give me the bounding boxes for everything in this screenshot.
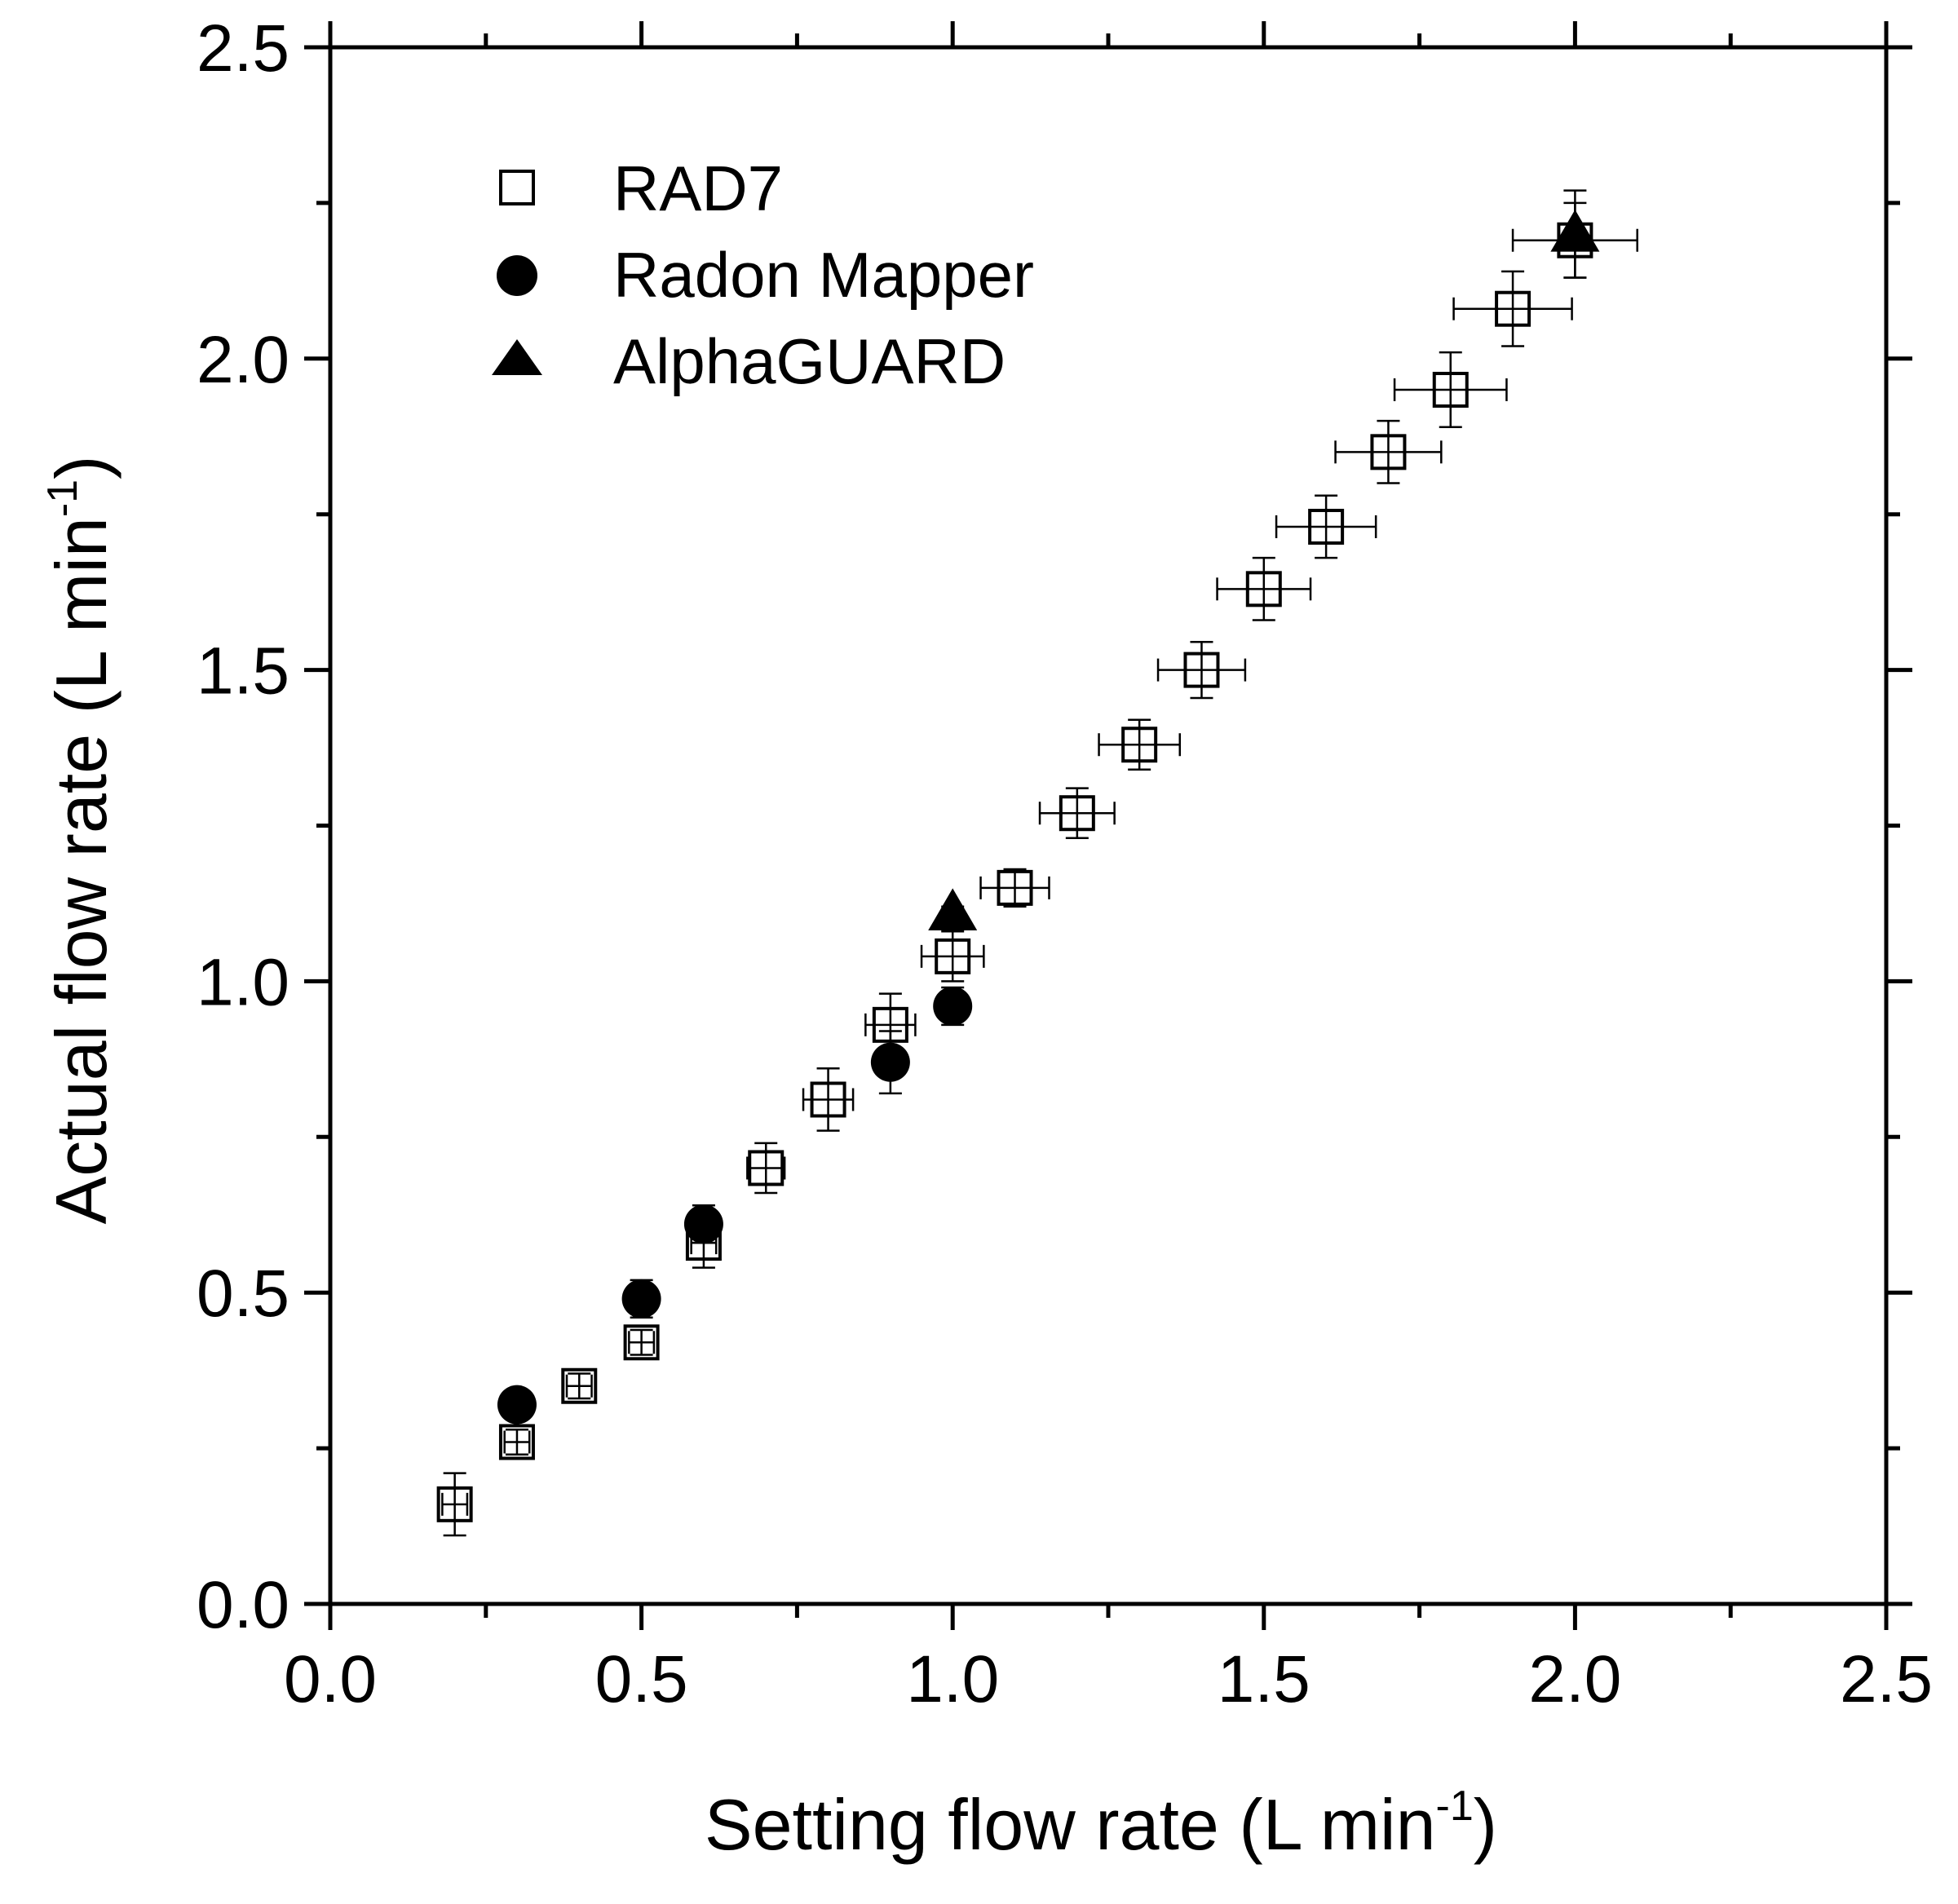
- y-axis-title: Actual flow rate (L min-1): [39, 456, 122, 1225]
- error-bar: [1393, 351, 1508, 429]
- error-bar: [441, 1472, 469, 1537]
- data-markers: [436, 210, 1600, 1522]
- radon-mapper-point: [870, 1042, 910, 1082]
- legend-rad7-marker: [499, 170, 535, 205]
- rad7-point: [1495, 290, 1531, 327]
- x-axis-title: Setting flow rate (L min-1): [705, 1783, 1497, 1865]
- x-tick-label: 1.5: [1218, 1642, 1310, 1716]
- rad7-point: [1059, 795, 1095, 832]
- y-tick-label: 0.0: [197, 1568, 290, 1642]
- legend: RAD7 Radon Mapper AlphaGUARD: [492, 152, 1034, 397]
- error-bar: [1334, 419, 1443, 484]
- x-tick-label: 2.5: [1840, 1642, 1933, 1716]
- legend-alphaguard-marker: [492, 339, 542, 375]
- rad7-point: [623, 1324, 660, 1361]
- rad7-point: [935, 938, 971, 974]
- rad7-point: [1121, 727, 1158, 763]
- alphaguard-point: [928, 888, 978, 931]
- y-tick-label: 0.5: [197, 1257, 290, 1331]
- error-bar: [565, 1372, 593, 1400]
- y-axis-title-main: Actual flow rate (L min: [41, 517, 122, 1224]
- legend-radon-mapper-marker: [497, 255, 537, 296]
- radon-mapper-point: [933, 986, 973, 1026]
- rad7-point: [498, 1424, 535, 1460]
- rad7-point: [1370, 434, 1407, 470]
- alphaguard-point: [1550, 210, 1600, 252]
- tick-labels: 0.0 0.5 1.0 1.5 2.0 2.5 0.0 0.5 1.0 1.5 2.0 2.5: [197, 11, 1933, 1716]
- x-tick-label: 2.0: [1528, 1642, 1621, 1716]
- y-tick-label: 2.5: [197, 11, 290, 86]
- rad7-point: [1432, 371, 1469, 408]
- y-tick-label: 1.5: [197, 634, 290, 709]
- legend-radon-mapper-label: Radon Mapper: [613, 239, 1034, 311]
- radon-mapper-point: [621, 1279, 661, 1319]
- error-bar: [802, 1067, 855, 1132]
- error-bar: [1156, 640, 1247, 700]
- legend-rad7-label: RAD7: [613, 152, 783, 224]
- rad7-point: [436, 1486, 473, 1522]
- y-axis-title-superscript: -1: [39, 479, 86, 517]
- rad7-point: [997, 869, 1033, 906]
- y-tick-label: 2.0: [197, 323, 290, 397]
- x-tick-label: 0.5: [595, 1642, 688, 1716]
- error-bar: [1275, 494, 1377, 559]
- error-bar: [1452, 270, 1573, 347]
- error-bar: [628, 1328, 656, 1356]
- rad7-point: [810, 1081, 846, 1118]
- error-bar: [1216, 556, 1312, 621]
- axis-ticks: [304, 21, 1912, 1630]
- radon-mapper-point: [497, 1385, 537, 1425]
- x-tick-label: 1.0: [906, 1642, 999, 1716]
- error-bar: [979, 868, 1050, 908]
- y-axis-title-close: ): [41, 456, 122, 479]
- rad7-point: [748, 1150, 785, 1186]
- x-tick-label: 0.0: [284, 1642, 377, 1716]
- error-bar: [503, 1428, 531, 1456]
- rad7-point: [561, 1367, 598, 1404]
- rad7-point: [1245, 571, 1282, 607]
- rad7-point: [872, 1006, 908, 1043]
- x-axis-title-main: Setting flow rate (L min: [705, 1784, 1436, 1865]
- x-axis-title-superscript: -1: [1436, 1783, 1474, 1830]
- rad7-point: [1183, 652, 1220, 688]
- legend-alphaguard-label: AlphaGUARD: [613, 325, 1006, 397]
- y-tick-label: 1.0: [197, 945, 290, 1019]
- radon-mapper-point: [683, 1204, 723, 1244]
- rad7-point: [1308, 508, 1345, 545]
- x-axis-title-close: ): [1474, 1784, 1497, 1865]
